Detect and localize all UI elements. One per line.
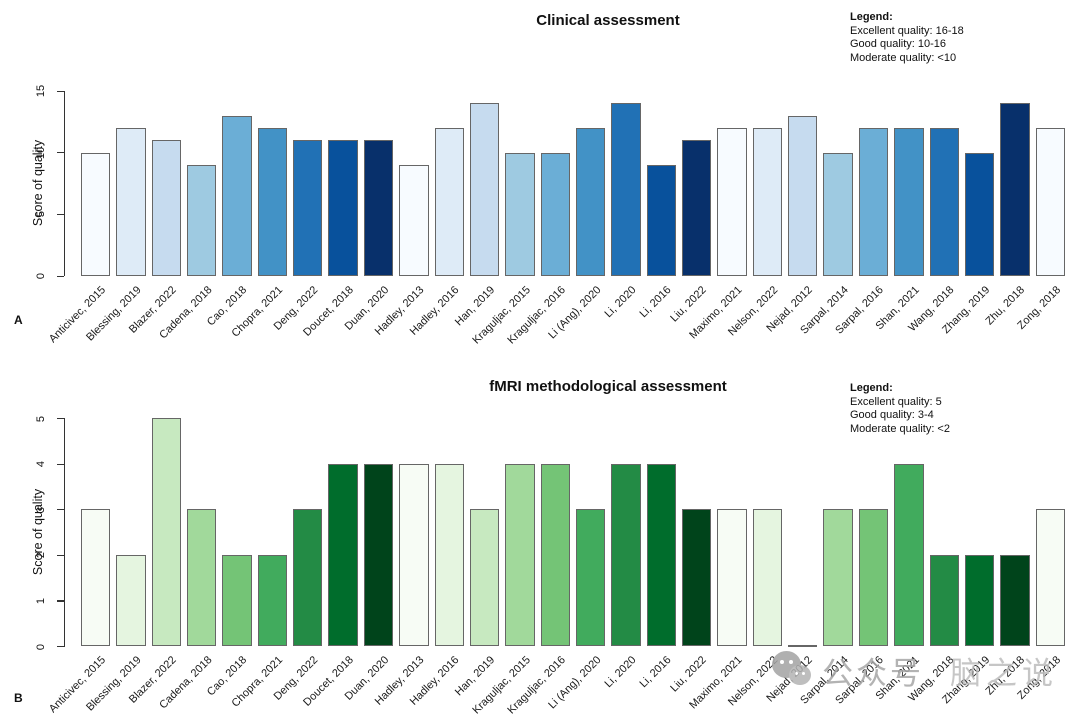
y-tick-label: 4 — [35, 461, 47, 468]
y-tick — [57, 275, 64, 277]
legend-line-excellent: Excellent quality: 16-18 — [850, 24, 964, 37]
bar — [222, 115, 252, 276]
bar — [646, 164, 677, 276]
bar — [1035, 127, 1065, 276]
bar — [257, 555, 288, 646]
bar — [116, 127, 146, 276]
y-tick — [57, 152, 64, 154]
bar — [929, 127, 959, 276]
legend-line-excellent: Excellent quality: 5 — [850, 395, 942, 408]
bar — [151, 139, 182, 276]
legend-heading: Legend: — [850, 382, 893, 394]
bar — [682, 139, 712, 276]
y-axis — [64, 418, 66, 647]
bar — [151, 418, 182, 646]
bar — [823, 152, 853, 276]
bar — [80, 509, 111, 646]
bar — [575, 509, 606, 646]
y-tick — [57, 554, 64, 556]
bar — [1035, 509, 1065, 646]
bar — [1000, 102, 1030, 276]
panel-b-letter: B — [14, 691, 23, 705]
bar — [187, 509, 217, 646]
y-tick-label: 0 — [35, 643, 47, 650]
legend-line-good: Good quality: 3-4 — [850, 409, 934, 421]
y-axis — [64, 90, 66, 277]
y-tick-label: 2 — [35, 552, 47, 559]
bar — [363, 464, 394, 646]
bar — [788, 115, 818, 276]
x-tick-label: Li, 2020 — [602, 654, 639, 691]
bar — [964, 152, 995, 276]
bar — [752, 127, 783, 276]
bar — [682, 509, 712, 646]
bar — [328, 139, 358, 276]
y-tick — [57, 463, 64, 465]
bar — [80, 152, 111, 276]
panel-a-legend: Legend: Excellent quality: 16-18 Good qu… — [850, 11, 964, 65]
bar — [328, 464, 358, 646]
bar — [823, 509, 853, 646]
panel-b-legend: Legend: Excellent quality: 5 Good qualit… — [850, 382, 950, 436]
legend-heading: Legend: — [850, 11, 893, 23]
y-tick — [57, 418, 64, 420]
y-tick — [57, 600, 64, 602]
bar — [646, 464, 677, 646]
panel-a-letter: A — [14, 313, 23, 327]
panel-a-title: Clinical assessment — [536, 12, 680, 29]
y-tick — [57, 213, 64, 216]
bar — [363, 139, 394, 276]
legend-line-moderate: Moderate quality: <10 — [850, 51, 957, 64]
y-tick-label: 1 — [35, 597, 47, 604]
bar — [717, 127, 747, 276]
bar — [858, 127, 889, 276]
y-tick — [57, 509, 64, 511]
bar — [858, 509, 889, 646]
bar — [399, 164, 429, 276]
bar — [505, 464, 535, 646]
y-tick — [57, 90, 64, 92]
bar — [611, 464, 641, 646]
bar — [222, 555, 252, 646]
panel-b-title: fMRI methodological assessment — [489, 378, 727, 395]
bar — [964, 555, 995, 646]
y-tick-label: 5 — [35, 415, 47, 422]
bar — [894, 464, 924, 646]
bar — [434, 464, 464, 646]
bar — [1000, 555, 1030, 646]
bar — [116, 555, 146, 646]
y-tick-label: 3 — [35, 506, 47, 513]
bar — [788, 645, 818, 647]
bar — [575, 127, 606, 276]
bar — [717, 509, 747, 646]
bar — [293, 139, 323, 276]
legend-line-moderate: Moderate quality: <2 — [850, 422, 950, 435]
bar — [894, 127, 924, 276]
bar — [752, 509, 783, 646]
bar — [611, 102, 641, 276]
bar — [293, 509, 323, 646]
bar — [540, 152, 570, 276]
bar — [540, 464, 570, 646]
bar — [469, 509, 500, 646]
bar — [187, 164, 217, 276]
bar — [929, 555, 959, 646]
bar — [434, 127, 464, 276]
bar — [257, 127, 288, 276]
bar — [505, 152, 535, 276]
legend-line-good: Good quality: 10-16 — [850, 38, 947, 50]
bar — [469, 102, 500, 276]
bar — [399, 464, 429, 646]
y-tick — [57, 646, 64, 648]
